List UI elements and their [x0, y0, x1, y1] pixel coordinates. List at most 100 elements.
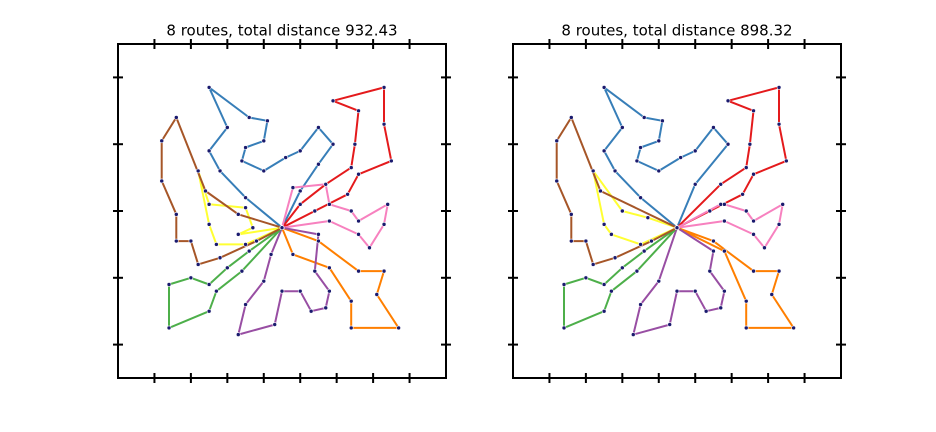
city-point: [308, 308, 314, 314]
city-point: [678, 155, 683, 160]
city-point: [747, 141, 753, 147]
city-point: [356, 268, 361, 274]
city-point: [381, 222, 387, 227]
city-point: [327, 288, 332, 294]
city-point: [235, 232, 241, 237]
city-point: [206, 282, 212, 287]
city-point: [554, 178, 560, 184]
city-point: [385, 202, 390, 207]
city-point: [722, 218, 727, 224]
city-point: [707, 208, 713, 214]
route-line: [281, 86, 393, 229]
city-point: [217, 168, 223, 174]
city-point: [718, 305, 724, 311]
city-point: [674, 288, 680, 294]
city-point: [634, 268, 640, 274]
city-point: [638, 195, 643, 200]
city-point: [722, 248, 727, 254]
city-point: [352, 141, 358, 147]
chart-title: 8 routes, total distance 898.32: [561, 22, 792, 40]
city-point: [751, 232, 756, 237]
city-point: [348, 325, 354, 331]
city-point: [725, 141, 731, 147]
city-point: [725, 98, 731, 104]
city-point: [327, 265, 332, 271]
city-point: [174, 212, 179, 217]
city-point: [214, 242, 219, 247]
city-point: [703, 308, 709, 314]
city-point: [601, 148, 607, 154]
city-point: [323, 181, 329, 187]
city-point: [612, 255, 618, 261]
city-point: [206, 222, 212, 227]
city-point: [316, 238, 321, 244]
city-point: [312, 208, 318, 214]
city-point: [634, 158, 640, 164]
city-point: [290, 185, 296, 190]
city-point: [312, 268, 318, 274]
city-point: [235, 212, 241, 217]
city-point: [367, 245, 372, 251]
route-line: [676, 226, 795, 329]
city-point: [692, 181, 698, 187]
city-point: [751, 218, 756, 224]
city-point: [711, 238, 716, 244]
city-point: [638, 302, 643, 307]
city-point: [784, 158, 789, 164]
city-point: [356, 171, 361, 177]
city-point: [740, 192, 745, 197]
city-point: [389, 158, 394, 164]
city-point: [776, 268, 782, 274]
city-point: [225, 265, 230, 271]
city-point: [569, 238, 574, 244]
city-point: [265, 118, 270, 124]
route-line: [592, 169, 678, 246]
city-point: [243, 302, 248, 307]
city-point: [235, 332, 241, 337]
city-point: [590, 168, 596, 174]
city-point: [254, 238, 259, 244]
city-point: [692, 288, 698, 294]
city-point: [649, 238, 654, 244]
city-point: [279, 225, 285, 230]
city-point: [214, 288, 219, 294]
city-point: [166, 282, 172, 287]
city-point: [316, 161, 321, 167]
city-point: [667, 322, 673, 327]
city-point: [630, 332, 636, 337]
city-point: [159, 178, 165, 184]
city-point: [243, 195, 248, 200]
city-point: [327, 218, 332, 224]
city-point: [609, 232, 614, 237]
city-point: [261, 138, 267, 144]
city-point: [356, 218, 361, 224]
city-point: [743, 208, 749, 214]
city-point: [590, 262, 596, 267]
city-point: [206, 148, 212, 154]
city-point: [743, 298, 749, 304]
city-point: [583, 275, 589, 281]
city-point: [243, 145, 248, 150]
city-point: [620, 265, 625, 271]
city-point: [297, 288, 303, 294]
city-point: [374, 292, 380, 297]
city-point: [348, 298, 354, 304]
route-line: [281, 226, 400, 329]
city-point: [268, 252, 274, 257]
chart-title: 8 routes, total distance 932.43: [166, 22, 397, 40]
city-point: [722, 288, 727, 294]
city-point: [620, 208, 625, 214]
city-point: [776, 85, 782, 90]
city-point: [243, 242, 248, 247]
city-point: [601, 85, 607, 90]
city-point: [345, 192, 350, 197]
city-point: [769, 292, 775, 297]
city-point: [561, 325, 567, 331]
city-point: [743, 325, 749, 331]
city-point: [638, 242, 643, 247]
route-line: [555, 116, 678, 266]
city-point: [246, 115, 252, 120]
city-point: [239, 268, 245, 274]
city-point: [609, 288, 614, 294]
city-point: [660, 118, 665, 124]
